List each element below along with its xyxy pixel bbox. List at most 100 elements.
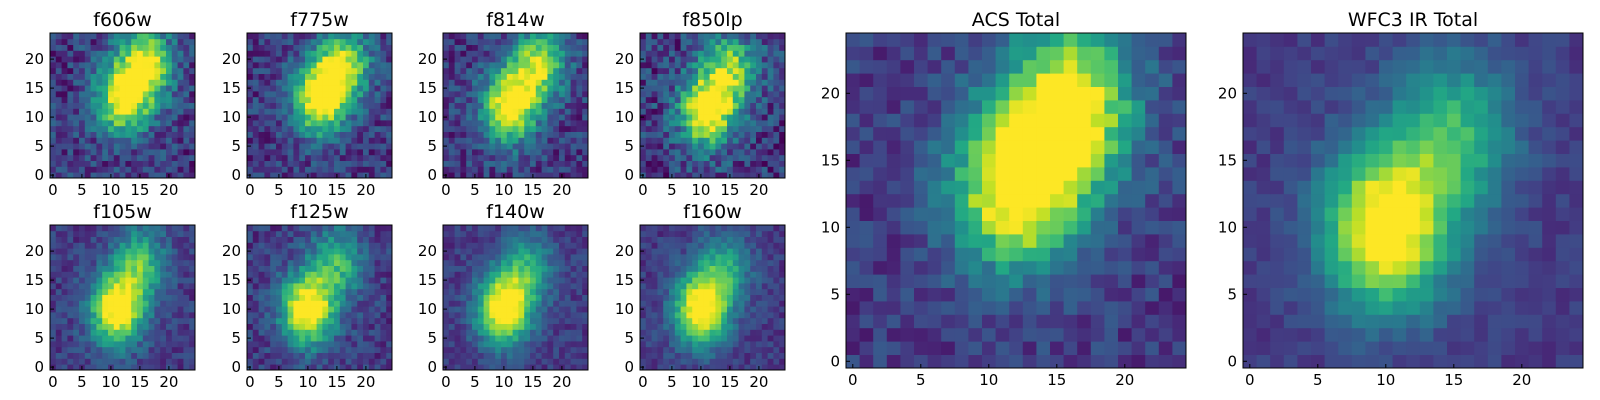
heatmap-cell — [357, 91, 364, 98]
heatmap-cell — [380, 67, 387, 74]
heatmap-cell — [322, 67, 329, 74]
heatmap-cell — [90, 38, 97, 45]
heatmap-cell — [171, 120, 178, 127]
heatmap-cell — [171, 329, 178, 336]
heatmap-cell — [703, 143, 710, 150]
heatmap-cell — [322, 44, 329, 51]
heatmap-cell — [454, 79, 461, 86]
heatmap-cell — [345, 283, 352, 290]
heatmap-cell — [368, 329, 375, 336]
heatmap-cell — [640, 108, 647, 115]
heatmap-cell — [293, 323, 300, 330]
heatmap-cell — [686, 38, 693, 45]
heatmap-cell — [90, 79, 97, 86]
heatmap-cell — [767, 50, 774, 57]
heatmap-cell — [495, 91, 502, 98]
heatmap-cell — [334, 271, 341, 278]
heatmap-cell — [386, 56, 393, 63]
heatmap-cell — [674, 346, 681, 353]
heatmap-cell — [576, 283, 583, 290]
heatmap-cell — [247, 33, 254, 40]
heatmap-cell — [448, 323, 455, 330]
heatmap-cell — [657, 102, 664, 109]
heatmap-cell — [767, 306, 774, 313]
heatmap-cell — [657, 56, 664, 63]
heatmap-cell — [651, 166, 658, 173]
heatmap-cell — [530, 358, 537, 365]
heatmap-cell — [645, 137, 652, 144]
heatmap-cell — [501, 50, 508, 57]
heatmap-cell — [767, 172, 774, 179]
heatmap-cell — [721, 306, 728, 313]
heatmap-cell — [460, 96, 467, 103]
heatmap-cell — [73, 317, 80, 324]
heatmap-cell — [264, 335, 271, 342]
heatmap-cell — [328, 254, 335, 261]
heatmap-cell — [779, 312, 786, 319]
heatmap-cell — [79, 33, 86, 40]
heatmap-cell — [518, 346, 525, 353]
heatmap-cell — [674, 137, 681, 144]
heatmap-cell — [386, 44, 393, 51]
heatmap-cell — [454, 143, 461, 150]
heatmap-cell — [582, 364, 589, 371]
heatmap-cell — [495, 85, 502, 92]
heatmap-cell — [276, 62, 283, 69]
heatmap-cell — [692, 317, 699, 324]
heatmap-cell — [692, 131, 699, 138]
y-tick-label: 20 — [418, 50, 437, 68]
heatmap-cell — [137, 329, 144, 336]
heatmap-cell — [96, 352, 103, 359]
heatmap-cell — [657, 300, 664, 307]
heatmap-cell — [73, 143, 80, 150]
heatmap-cell — [732, 358, 739, 365]
heatmap-cell — [698, 85, 705, 92]
heatmap-cell — [559, 329, 566, 336]
heatmap-cell — [154, 50, 161, 57]
heatmap-cell — [55, 38, 62, 45]
heatmap-cell — [287, 323, 294, 330]
heatmap-cell — [495, 288, 502, 295]
heatmap-cell — [137, 56, 144, 63]
heatmap-cell — [171, 277, 178, 284]
heatmap-cell — [299, 283, 306, 290]
heatmap-cell — [559, 50, 566, 57]
heatmap-cell — [276, 341, 283, 348]
heatmap-cell — [767, 358, 774, 365]
heatmap-cell — [368, 306, 375, 313]
heatmap-cell — [680, 364, 687, 371]
heatmap-cell — [131, 44, 138, 51]
heatmap-cell — [84, 259, 91, 266]
panel-title: f814w — [486, 9, 545, 31]
heatmap-cell — [247, 300, 254, 307]
heatmap-cell — [380, 149, 387, 156]
heatmap-cell — [645, 346, 652, 353]
heatmap-cell — [374, 248, 381, 255]
heatmap-cell — [189, 306, 196, 313]
heatmap-cell — [96, 131, 103, 138]
heatmap-cell — [518, 352, 525, 359]
heatmap-cell — [686, 172, 693, 179]
heatmap-cell — [779, 102, 786, 109]
heatmap-cell — [738, 102, 745, 109]
heatmap-cell — [247, 271, 254, 278]
heatmap-cell — [281, 50, 288, 57]
heatmap-cell — [454, 96, 461, 103]
heatmap-cell — [559, 323, 566, 330]
heatmap-cell — [351, 154, 358, 161]
heatmap-cell — [90, 358, 97, 365]
heatmap-cell — [553, 154, 560, 161]
heatmap-cell — [113, 288, 120, 295]
heatmap-cell — [553, 265, 560, 272]
heatmap-cell — [67, 317, 74, 324]
heatmap-cell — [750, 312, 757, 319]
heatmap-cell — [483, 91, 490, 98]
heatmap-cell — [102, 236, 109, 243]
heatmap-cell — [264, 50, 271, 57]
heatmap-cell — [570, 271, 577, 278]
heatmap-cell — [448, 236, 455, 243]
heatmap-cell — [674, 154, 681, 161]
heatmap-cell — [142, 346, 149, 353]
